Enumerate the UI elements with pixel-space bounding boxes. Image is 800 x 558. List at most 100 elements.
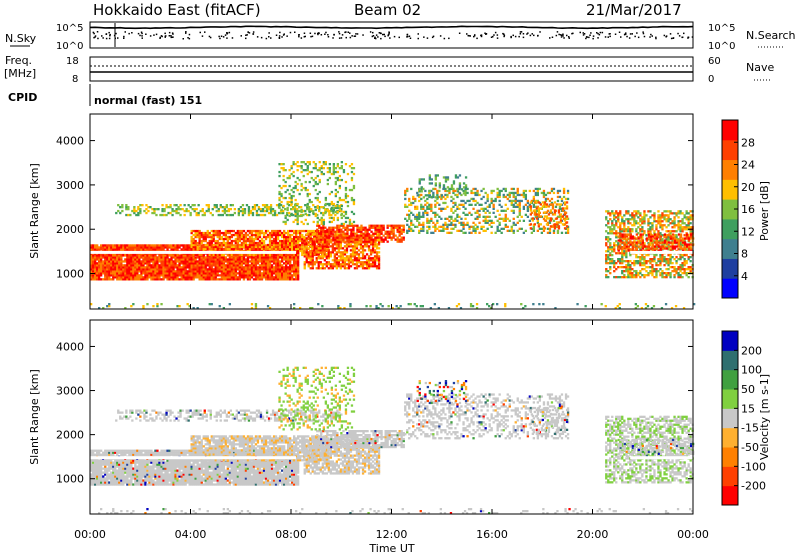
heat-cell — [223, 234, 225, 236]
heat-cell — [309, 163, 311, 165]
heat-cell — [115, 212, 117, 214]
heat-cell — [132, 246, 134, 248]
heat-cell — [476, 202, 478, 204]
heat-cell — [472, 192, 474, 194]
heat-cell — [317, 223, 319, 225]
nsearch-point — [142, 37, 144, 39]
heat-cell — [163, 208, 165, 210]
heat-cell — [408, 230, 410, 232]
nsearch-point — [563, 37, 565, 39]
heat-cell — [333, 163, 335, 165]
heat-cell — [297, 219, 299, 221]
heat-cell — [374, 239, 376, 241]
heat-cell — [278, 191, 280, 193]
heat-cell — [162, 278, 164, 280]
heat-cell — [426, 232, 428, 234]
heat-cell — [275, 242, 277, 244]
heat-cell — [401, 233, 403, 235]
heat-cell — [348, 229, 350, 231]
heat-cell — [179, 204, 181, 206]
heat-cell — [299, 165, 301, 167]
heat-cell — [162, 266, 164, 268]
heat-cell — [531, 232, 533, 234]
nsearch-point — [644, 36, 646, 38]
nsearch-point — [557, 31, 559, 32]
heat-cell — [192, 208, 194, 210]
heat-cell — [197, 274, 199, 276]
nsearch-point — [321, 34, 323, 36]
heat-cell — [305, 169, 307, 171]
heat-cell — [287, 244, 289, 246]
heat-cell — [174, 276, 176, 278]
heat-cell — [316, 245, 318, 247]
heat-cell — [309, 211, 311, 213]
heat-cell — [203, 244, 205, 246]
heat-cell — [265, 274, 267, 276]
heat-cell — [445, 176, 447, 178]
heat-cell — [142, 272, 144, 274]
heat-cell — [231, 274, 233, 276]
heat-cell — [424, 200, 426, 202]
heat-cell — [533, 196, 535, 198]
heat-cell — [399, 233, 401, 235]
heat-cell — [287, 258, 289, 260]
heat-cell — [223, 276, 225, 278]
heat-cell — [235, 256, 237, 258]
heat-cell — [150, 248, 152, 250]
heat-cell — [322, 239, 324, 241]
heat-cell — [138, 264, 140, 266]
heat-cell — [152, 244, 154, 246]
heat-cell — [358, 255, 360, 257]
heat-cell — [112, 276, 114, 278]
heat-cell — [271, 248, 273, 250]
heat-cell — [183, 254, 185, 256]
nsearch-point — [638, 37, 640, 39]
heat-cell — [219, 258, 221, 260]
heat-cell — [326, 233, 328, 235]
heat-cell — [166, 246, 168, 248]
heat-cell — [287, 230, 289, 232]
heat-cell — [140, 256, 142, 258]
heat-cell — [281, 274, 283, 276]
heat-cell — [513, 224, 515, 226]
heat-cell — [432, 192, 434, 194]
heat-cell — [152, 260, 154, 262]
nsearch-point — [597, 33, 599, 35]
heat-cell — [344, 259, 346, 261]
heat-cell — [122, 248, 124, 250]
heat-cell — [102, 244, 104, 246]
heat-cell — [287, 238, 289, 240]
heat-cell — [241, 258, 243, 260]
heat-cell — [108, 272, 110, 274]
heat-cell — [565, 198, 567, 200]
heat-cell — [124, 244, 126, 246]
heat-cell — [227, 270, 229, 272]
heat-cell — [444, 224, 446, 226]
heat-cell — [293, 278, 295, 280]
heat-cell — [418, 230, 420, 232]
heat-cell — [134, 256, 136, 258]
heat-cell — [435, 196, 437, 198]
heat-cell — [429, 174, 431, 176]
heat-cell — [168, 264, 170, 266]
heat-cell — [125, 206, 127, 208]
heat-cell — [137, 212, 139, 214]
heat-cell — [170, 248, 172, 250]
heat-cell — [283, 169, 285, 171]
heat-cell — [443, 184, 445, 186]
heat-cell — [170, 276, 172, 278]
heat-cell — [158, 266, 160, 268]
heat-cell — [243, 254, 245, 256]
heat-cell — [166, 256, 168, 258]
heat-cell — [306, 259, 308, 261]
heat-cell — [120, 266, 122, 268]
heat-cell — [403, 231, 405, 233]
heat-cell — [346, 239, 348, 241]
heat-cell — [177, 208, 179, 210]
heat-cell — [319, 201, 321, 203]
heat-cell — [301, 209, 303, 211]
heat-cell — [138, 268, 140, 270]
heat-cell — [128, 244, 130, 246]
heat-cell — [259, 278, 261, 280]
heat-cell — [251, 244, 253, 246]
